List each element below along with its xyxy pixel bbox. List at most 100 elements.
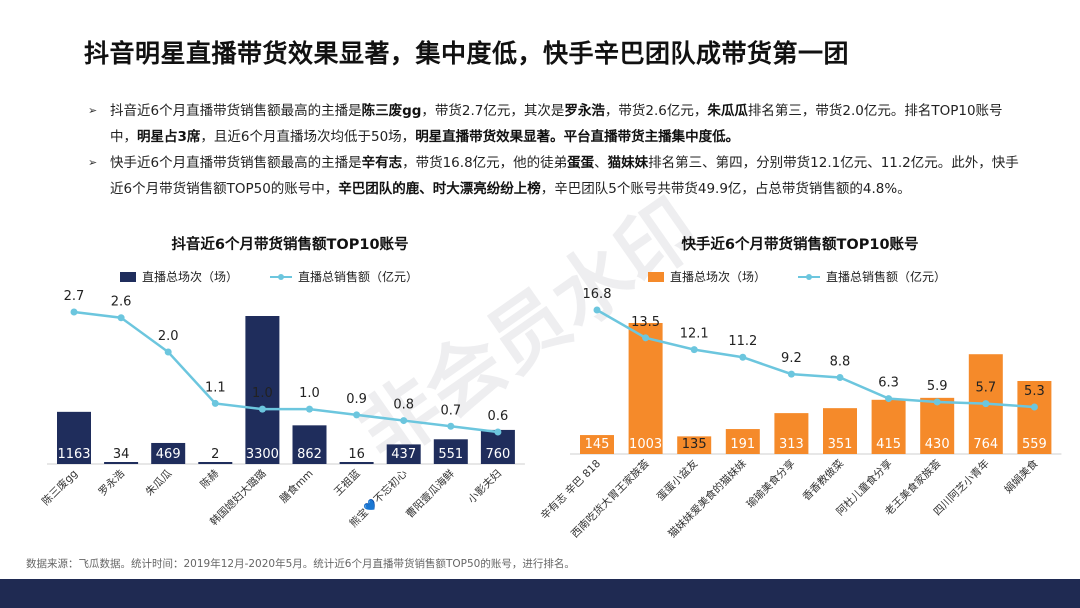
page-title: 抖音明星直播带货效果显著，集中度低，快手辛巴团队成带货第一团 <box>84 39 850 68</box>
bar <box>433 439 468 464</box>
bar-value-label: 351 <box>828 437 853 452</box>
line-value-label: 0.9 <box>346 392 367 407</box>
category-label: 朱瓜瓜 <box>144 467 175 498</box>
douyin-chart: 直播总场次（场） 直播总销售额（亿元） 1163 陈三废gg 34 罗永浩 469 朱瓜瓜 2 陈… <box>39 269 525 530</box>
bullet-highlight: 蛋蛋 <box>567 155 595 171</box>
bullet-highlight: 朱瓜瓜 <box>707 103 748 119</box>
bar-value-label: 430 <box>925 437 950 452</box>
line-point <box>739 353 747 361</box>
bullet-segment: ，且近6个月直播场次均低于50场， <box>200 129 416 145</box>
legend-label-bar: 直播总场次（场） <box>670 270 766 284</box>
line-point <box>258 405 266 413</box>
legend-label-bar: 直播总场次（场） <box>142 270 238 284</box>
douyin-chart-title: 抖音近6个月带货销售额TOP10账号 <box>171 237 409 253</box>
bottom-bar <box>0 579 1080 608</box>
line-value-label: 13.5 <box>631 315 660 330</box>
line-point <box>593 306 601 314</box>
bar-value-label: 34 <box>113 447 130 462</box>
bar <box>580 435 614 454</box>
bullet-highlight: 辛巴团队的鹿、时大漂亮纷纷上榜 <box>338 181 541 197</box>
bar <box>292 425 327 464</box>
line-value-label: 8.8 <box>830 354 851 369</box>
line-point <box>933 398 941 406</box>
bar-value-label: 3300 <box>246 447 279 462</box>
line-point <box>690 346 698 354</box>
line-value-label: 5.3 <box>1024 384 1045 399</box>
category-label: 王祖蓝 <box>331 467 363 499</box>
bar-value-label: 135 <box>682 437 707 452</box>
category-label: 陈三废gg <box>39 467 80 508</box>
chart-legend: 直播总场次（场） 直播总销售额（亿元） <box>648 269 946 284</box>
bullet-highlight: 辛有志 <box>361 155 403 171</box>
line-point <box>787 370 795 378</box>
line-point <box>885 395 893 403</box>
category-label: 膳食mm <box>277 467 316 506</box>
line-point <box>400 417 408 425</box>
bar <box>104 462 139 464</box>
bullet-segment: 、 <box>594 155 608 171</box>
bullet-highlight: 猫妹妹 <box>607 155 649 171</box>
bullet-douyin: ➢ 抖音近6个月直播带货销售额最高的主播是陈三废gg，带货2.7亿元，其次是罗永… <box>88 98 1028 150</box>
bullet-segment: 排名第三、第四，分别带货12.1亿元、11.2亿元。此外，快手近6个月带货销售额… <box>110 155 1019 197</box>
bar-value-label: 415 <box>876 437 901 452</box>
bullet-segment: ，辛巴团队5个账号共带货49.9亿，占总带货销售额的4.8%。 <box>540 181 911 197</box>
line-value-label: 1.1 <box>205 380 226 395</box>
line-value-label: 12.1 <box>680 327 709 342</box>
legend-swatch-bar <box>648 272 664 282</box>
line-point <box>494 428 502 436</box>
line-value-label: 5.9 <box>927 379 948 394</box>
bar <box>774 413 809 454</box>
bar-value-label: 437 <box>391 447 416 462</box>
line-value-label: 1.0 <box>299 386 320 401</box>
line-point <box>353 411 361 419</box>
bar-value-label: 2 <box>211 447 219 462</box>
line-value-label: 6.3 <box>878 376 899 391</box>
legend-swatch-dot <box>278 274 284 280</box>
line-value-label: 2.6 <box>111 295 132 310</box>
line-value-label: 16.8 <box>583 287 612 302</box>
bullet-highlight: 明星占3席 <box>137 129 201 145</box>
bar-value-label: 862 <box>297 447 322 462</box>
bar-value-label: 1163 <box>57 447 90 462</box>
bar-value-label: 764 <box>973 437 998 452</box>
line-point <box>306 405 313 413</box>
line-value-label: 0.7 <box>440 403 461 418</box>
line-value-label: 2.0 <box>158 329 179 344</box>
bullet-arrow-icon: ➢ <box>88 104 98 117</box>
bullet-segment: ，带货16.8亿元，他的徒弟 <box>402 155 568 171</box>
line-point <box>70 308 78 316</box>
line-point <box>1030 403 1038 411</box>
bullet-segment: 快手近6个月直播带货销售额最高的主播是 <box>110 155 362 171</box>
bar-value-label: 191 <box>730 437 755 452</box>
line-value-label: 9.2 <box>781 351 802 366</box>
bar <box>339 462 374 464</box>
bar <box>151 442 186 464</box>
category-label: 西南吃货大胃王家族荟 <box>568 457 652 541</box>
category-label: 猫妹妹爱美食的猫妹妹 <box>665 457 749 541</box>
bullet-highlight: 陈三废gg <box>361 103 422 119</box>
category-label: 蛋蛋小盆友 <box>654 457 701 504</box>
bar <box>920 397 955 454</box>
bar <box>725 429 760 454</box>
bar <box>245 316 280 464</box>
line-point <box>117 314 125 322</box>
bar <box>386 444 421 464</box>
chart-legend: 直播总场次（场） 直播总销售额（亿元） <box>120 269 418 284</box>
legend-label-line: 直播总销售额（亿元） <box>826 269 946 284</box>
line-value-label: 0.6 <box>488 409 509 424</box>
bar <box>871 399 906 454</box>
category-label: 香香教做菜 <box>800 457 847 504</box>
data-source-note: 数据来源：飞瓜数据。统计时间：2019年12月-2020年5月。统计近6个月直播… <box>26 558 575 570</box>
category-label: 陈赫 <box>197 467 221 491</box>
category-label: 曹阳壹瓜海鲜 <box>403 467 457 521</box>
bullet-segment: 抖音近6个月直播带货销售额最高的主播是 <box>110 103 362 119</box>
bullet-kuaishou: ➢ 快手近6个月直播带货销售额最高的主播是辛有志，带货16.8亿元，他的徒弟蛋蛋… <box>88 150 1028 202</box>
bar <box>198 462 233 464</box>
bullet-segment: ，带货2.7亿元，其次是 <box>421 103 565 119</box>
bar-value-label: 551 <box>438 447 463 462</box>
bar-value-label: 16 <box>348 447 365 462</box>
line-value-label: 11.2 <box>728 334 757 349</box>
sales-line <box>596 308 1035 409</box>
bar <box>823 408 857 454</box>
